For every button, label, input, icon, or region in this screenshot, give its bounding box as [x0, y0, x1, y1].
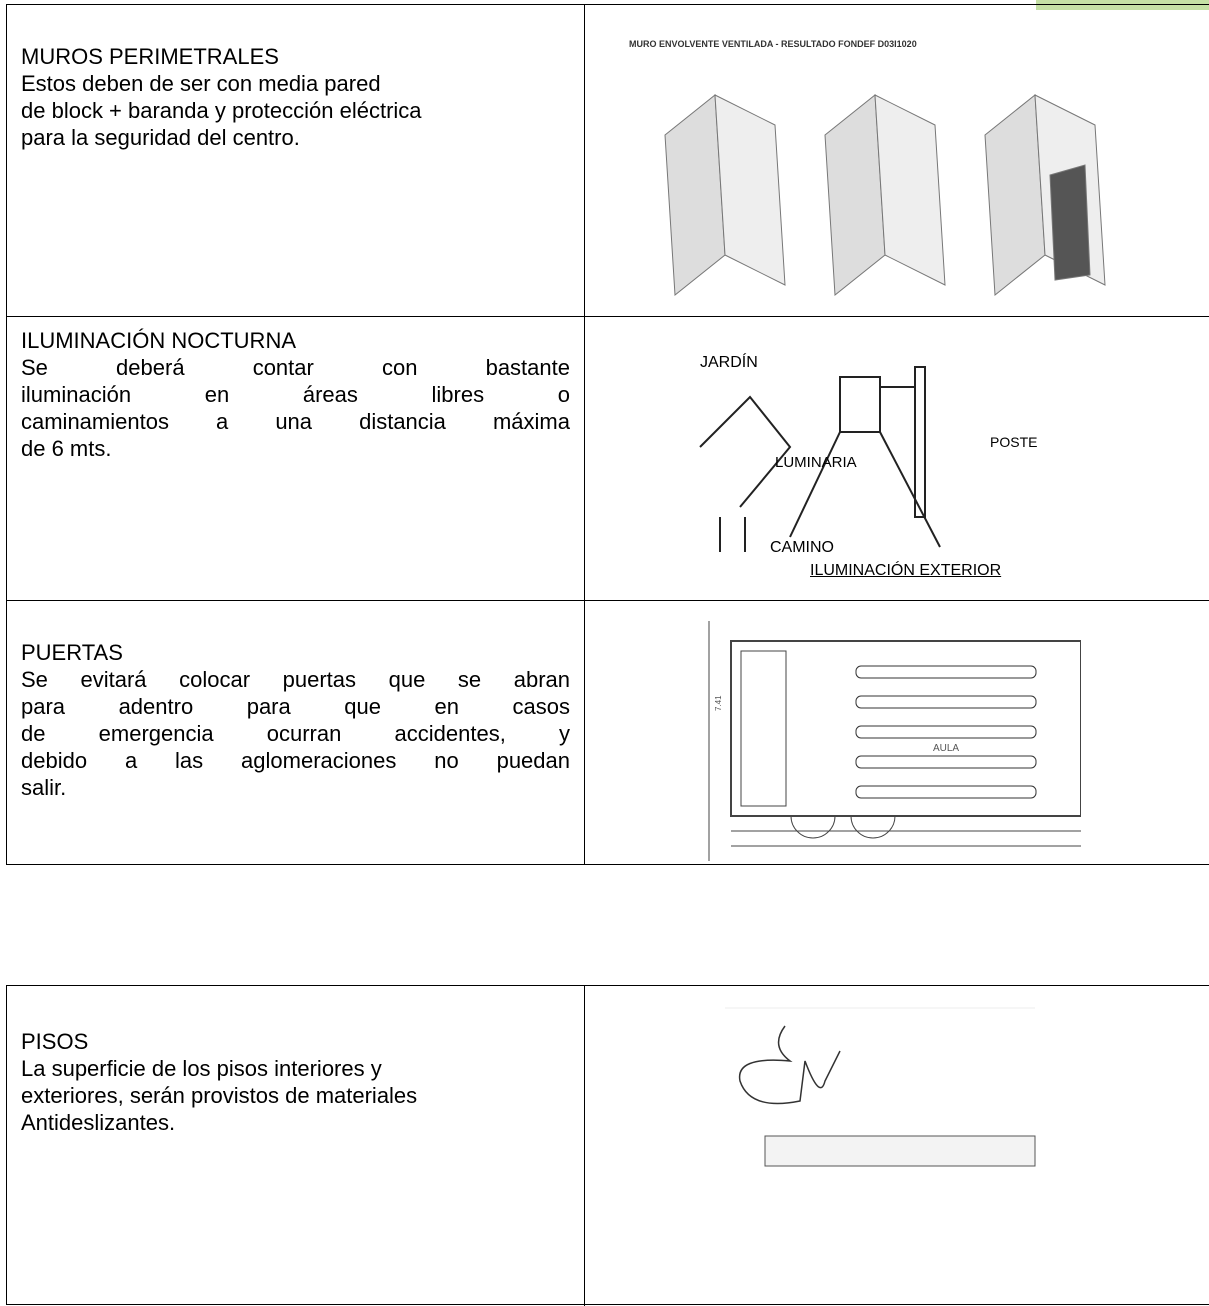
text-line: debido a las aglomeraciones no puedan — [21, 748, 570, 773]
table: MUROS PERIMETRALES Estos deben de ser co… — [6, 4, 1209, 865]
image-cell: AULA 7.41 — [585, 601, 1209, 864]
text-cell: PISOS La superficie de los pisos interio… — [7, 986, 585, 1306]
text-line: exteriores, serán provistos de materiale… — [21, 1083, 418, 1108]
text-line: salir. — [21, 775, 67, 800]
table-row: ILUMINACIÓN NOCTURNA Se deberá contar co… — [7, 317, 1209, 601]
green-bar — [1036, 0, 1209, 10]
text-line: La superficie de los pisos interiores y — [21, 1056, 382, 1081]
table-row: MUROS PERIMETRALES Estos deben de ser co… — [7, 5, 1209, 317]
wall-figure: MURO ENVOLVENTE VENTILADA - RESULTADO FO… — [629, 39, 1106, 296]
floor-figure — [725, 1007, 1036, 1167]
figure-label: AULA — [933, 743, 959, 754]
table-row: PUERTAS Se evitará colocar puertas que s… — [7, 601, 1209, 864]
text-line: Estos deben de ser con media pared — [21, 71, 381, 96]
table: PISOS La superficie de los pisos interio… — [6, 985, 1209, 1306]
classroom-figure: AULA 7.41 — [708, 621, 1081, 861]
text-cell: PUERTAS Se evitará colocar puertas que s… — [7, 601, 585, 864]
text-cell: MUROS PERIMETRALES Estos deben de ser co… — [7, 5, 585, 316]
text-line: de block + baranda y protección eléctric… — [21, 98, 422, 123]
row-title: PUERTAS — [21, 640, 123, 665]
text-line: de emergencia ocurran accidentes, y — [21, 721, 570, 746]
text-line: Antideslizantes. — [21, 1110, 176, 1135]
lighting-figure: JARDÍN LUMINARIA POSTE CAMINO ILUMINACIÓ… — [699, 352, 1037, 577]
text-line: Se deberá contar con bastante — [21, 355, 570, 380]
text-line: para la seguridad del centro. — [21, 125, 300, 150]
figure-label: JARDÍN — [700, 352, 758, 371]
row-title: ILUMINACIÓN NOCTURNA — [21, 328, 297, 353]
figure-label: ILUMINACIÓN EXTERIOR — [810, 560, 1001, 577]
text-line: para adentro para que en casos — [21, 694, 570, 719]
table-row: PISOS La superficie de los pisos interio… — [7, 986, 1209, 1306]
text-line: iluminación en áreas libres o — [21, 382, 570, 407]
figure-caption: MURO ENVOLVENTE VENTILADA - RESULTADO FO… — [629, 39, 917, 49]
image-cell: MURO ENVOLVENTE VENTILADA - RESULTADO FO… — [585, 5, 1209, 316]
row-title: PISOS — [21, 1029, 89, 1054]
text-line: de 6 mts. — [21, 436, 112, 461]
figure-label: POSTE — [990, 434, 1037, 450]
row-title: MUROS PERIMETRALES — [21, 44, 279, 69]
figure-label: LUMINARIA — [775, 454, 857, 471]
figure-label: CAMINO — [770, 539, 834, 556]
image-cell — [585, 986, 1209, 1306]
image-cell: JARDÍN LUMINARIA POSTE CAMINO ILUMINACIÓ… — [585, 317, 1209, 600]
figure-label: 7.41 — [714, 695, 723, 711]
text-line: caminamientos a una distancia máxima — [21, 409, 570, 434]
text-line: Se evitará colocar puertas que se abran — [21, 667, 570, 692]
text-cell: ILUMINACIÓN NOCTURNA Se deberá contar co… — [7, 317, 585, 600]
